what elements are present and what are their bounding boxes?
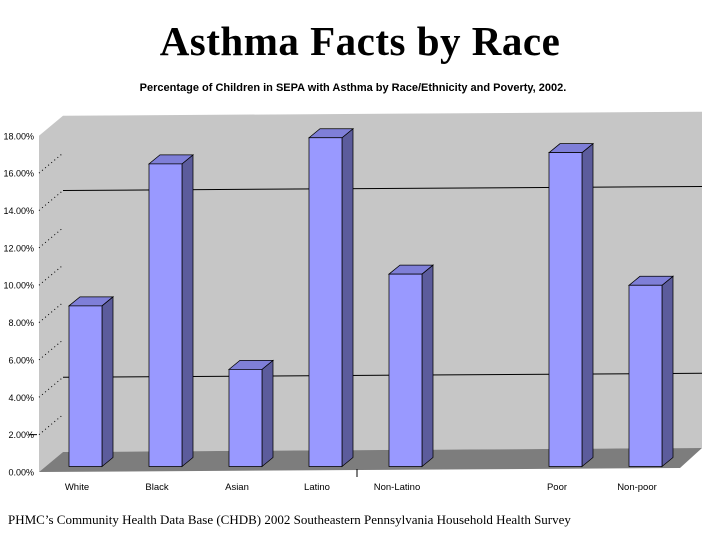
bar-side-face xyxy=(261,359,274,468)
bar-chart-3d: 0.00% 2.00% 4.00% 6.00% 8.00% 10.00% 12.00% 14.… xyxy=(3,111,703,493)
y-tick-label: 4.00% xyxy=(8,393,34,403)
floor xyxy=(39,448,702,472)
side-wall xyxy=(39,115,63,472)
bar xyxy=(307,127,355,468)
bar-front-face xyxy=(628,284,663,467)
bar-side-face xyxy=(661,275,674,468)
bar-front-face xyxy=(148,163,183,467)
bar-side-face xyxy=(101,296,114,468)
bar-side-face xyxy=(581,142,594,468)
bar xyxy=(67,296,115,468)
x-tick-label: Latino xyxy=(304,482,330,493)
y-tick-label: 0.00% xyxy=(8,468,34,478)
bar-side-face xyxy=(341,127,354,468)
y-tick-label: 2.00% xyxy=(8,430,34,440)
bar-front-face xyxy=(68,305,103,467)
x-tick-label: Asian xyxy=(225,482,249,493)
chart-title: Percentage of Children in SEPA with Asth… xyxy=(139,82,567,94)
bar-front-face xyxy=(548,152,583,467)
y-tick-label: 16.00% xyxy=(3,169,34,179)
bar xyxy=(387,264,435,468)
bar-front-face xyxy=(388,273,423,467)
bar-front-face xyxy=(228,368,263,467)
y-tick-label: 8.00% xyxy=(8,318,34,328)
bar-side-face xyxy=(181,154,194,468)
bar-front-face xyxy=(308,137,343,467)
slide-title: Asthma Facts by Race xyxy=(159,18,561,64)
bar xyxy=(627,275,675,468)
x-tick-label: White xyxy=(65,482,89,493)
x-tick-label: Poor xyxy=(547,482,567,493)
y-tick-label: 18.00% xyxy=(3,131,34,141)
source-citation: PHMC’s Community Health Data Base (CHDB)… xyxy=(8,512,571,527)
bar-side-face xyxy=(421,264,434,468)
y-tick-label: 10.00% xyxy=(3,281,34,291)
back-wall xyxy=(63,111,702,452)
y-tick-label: 6.00% xyxy=(8,355,34,365)
y-tick-label: 12.00% xyxy=(3,243,34,253)
x-tick-label: Non-Latino xyxy=(374,482,420,493)
bar xyxy=(547,142,595,468)
bar xyxy=(147,154,195,468)
x-tick-label: Black xyxy=(145,482,168,493)
bar xyxy=(227,359,275,468)
x-tick-label: Non-poor xyxy=(617,482,657,493)
y-tick-label: 14.00% xyxy=(3,206,34,216)
